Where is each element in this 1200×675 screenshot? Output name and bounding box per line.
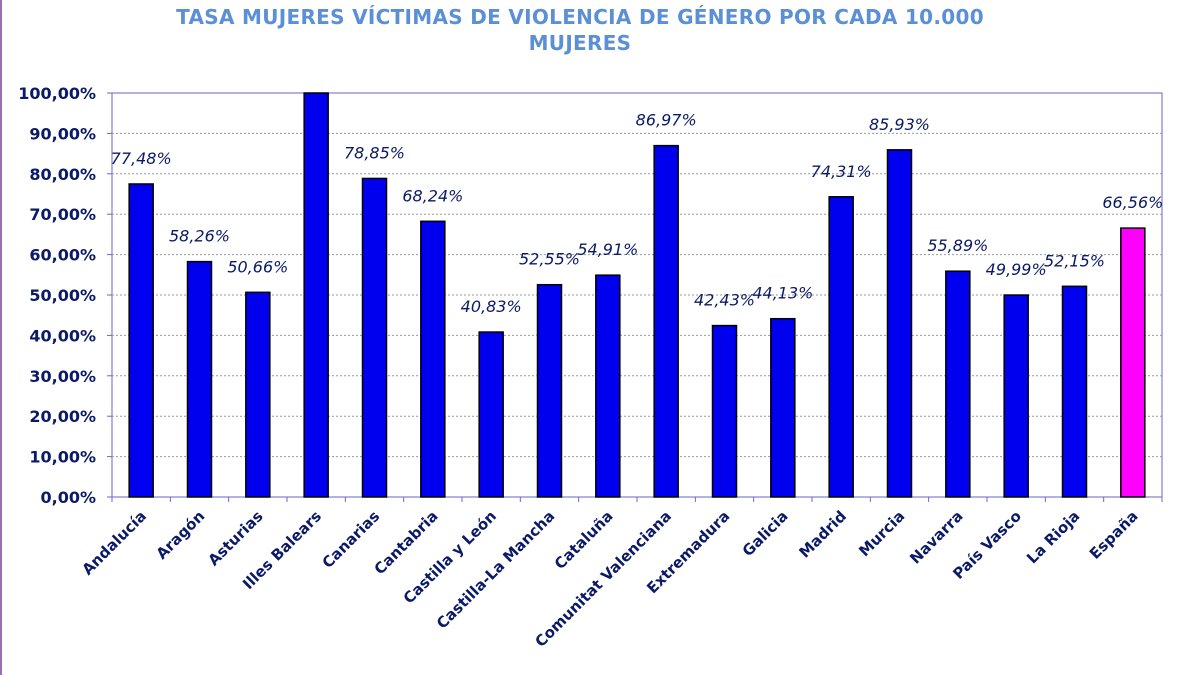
y-tick-label: 80,00% xyxy=(29,165,96,184)
y-tick-label: 40,00% xyxy=(29,326,96,345)
chart-title-line-1: TASA MUJERES VÍCTIMAS DE VIOLENCIA DE GÉ… xyxy=(176,5,984,29)
data-label: 40,83% xyxy=(461,297,522,316)
data-label: 68,24% xyxy=(402,186,463,205)
data-label: 78,85% xyxy=(344,143,405,162)
x-tick-label: Galicia xyxy=(739,507,792,560)
y-tick-label: 70,00% xyxy=(29,205,96,224)
bar xyxy=(420,220,446,498)
left-border-rule xyxy=(0,0,2,675)
data-label: 42,43% xyxy=(694,291,755,310)
x-tick-label: La Rioja xyxy=(1023,507,1083,567)
chart-title: TASA MUJERES VÍCTIMAS DE VIOLENCIA DE GÉ… xyxy=(80,4,1080,56)
y-tick-label: 10,00% xyxy=(29,448,96,467)
bar xyxy=(711,324,738,498)
y-tick-label: 30,00% xyxy=(29,367,96,386)
bar xyxy=(945,270,971,498)
data-label: 58,26% xyxy=(169,227,230,246)
y-tick-label: 60,00% xyxy=(29,246,96,265)
bar xyxy=(245,291,271,498)
data-label: 74,31% xyxy=(811,162,872,181)
bar xyxy=(1003,294,1029,498)
data-label: 77,48% xyxy=(111,149,172,168)
bar xyxy=(361,177,388,498)
bar xyxy=(595,274,621,498)
bar xyxy=(886,149,913,498)
data-label: 52,15% xyxy=(1044,251,1105,270)
x-tick-label: Aragón xyxy=(153,507,209,563)
y-tick-label: 100,00% xyxy=(18,84,96,103)
chart-title-line-2: MUJERES xyxy=(528,31,632,55)
data-label: 50,66% xyxy=(227,257,288,276)
data-label: 85,93% xyxy=(869,115,930,134)
bar xyxy=(478,331,504,498)
bar xyxy=(1120,227,1146,498)
bar xyxy=(303,92,329,498)
y-tick-label: 90,00% xyxy=(29,124,96,143)
x-tick-label: Castilla-La Mancha xyxy=(433,507,558,632)
data-label: 54,91% xyxy=(577,240,638,259)
data-label: 66,56% xyxy=(1102,193,1163,212)
x-tick-label: Navarra xyxy=(906,507,966,567)
x-tick-label: España xyxy=(1086,507,1142,563)
data-label: 52,55% xyxy=(519,250,580,269)
bar xyxy=(1061,285,1088,498)
x-tick-label: Murcia xyxy=(855,507,908,560)
bar xyxy=(828,196,854,498)
bar xyxy=(536,283,563,498)
y-tick-label: 50,00% xyxy=(29,286,96,305)
x-tick-label: Asturias xyxy=(204,507,266,569)
bar xyxy=(186,260,213,498)
y-tick-label: 20,00% xyxy=(29,407,96,426)
x-tick-label: Andalucía xyxy=(78,507,150,579)
y-tick-label: 0,00% xyxy=(40,488,96,507)
bar xyxy=(653,144,679,498)
data-label: 55,89% xyxy=(927,236,988,255)
bar xyxy=(128,183,154,498)
bar xyxy=(770,317,796,498)
data-label: 86,97% xyxy=(636,111,697,130)
data-label: 49,99% xyxy=(986,260,1047,279)
data-label: 44,13% xyxy=(752,284,813,303)
x-tick-label: Madrid xyxy=(796,507,850,561)
